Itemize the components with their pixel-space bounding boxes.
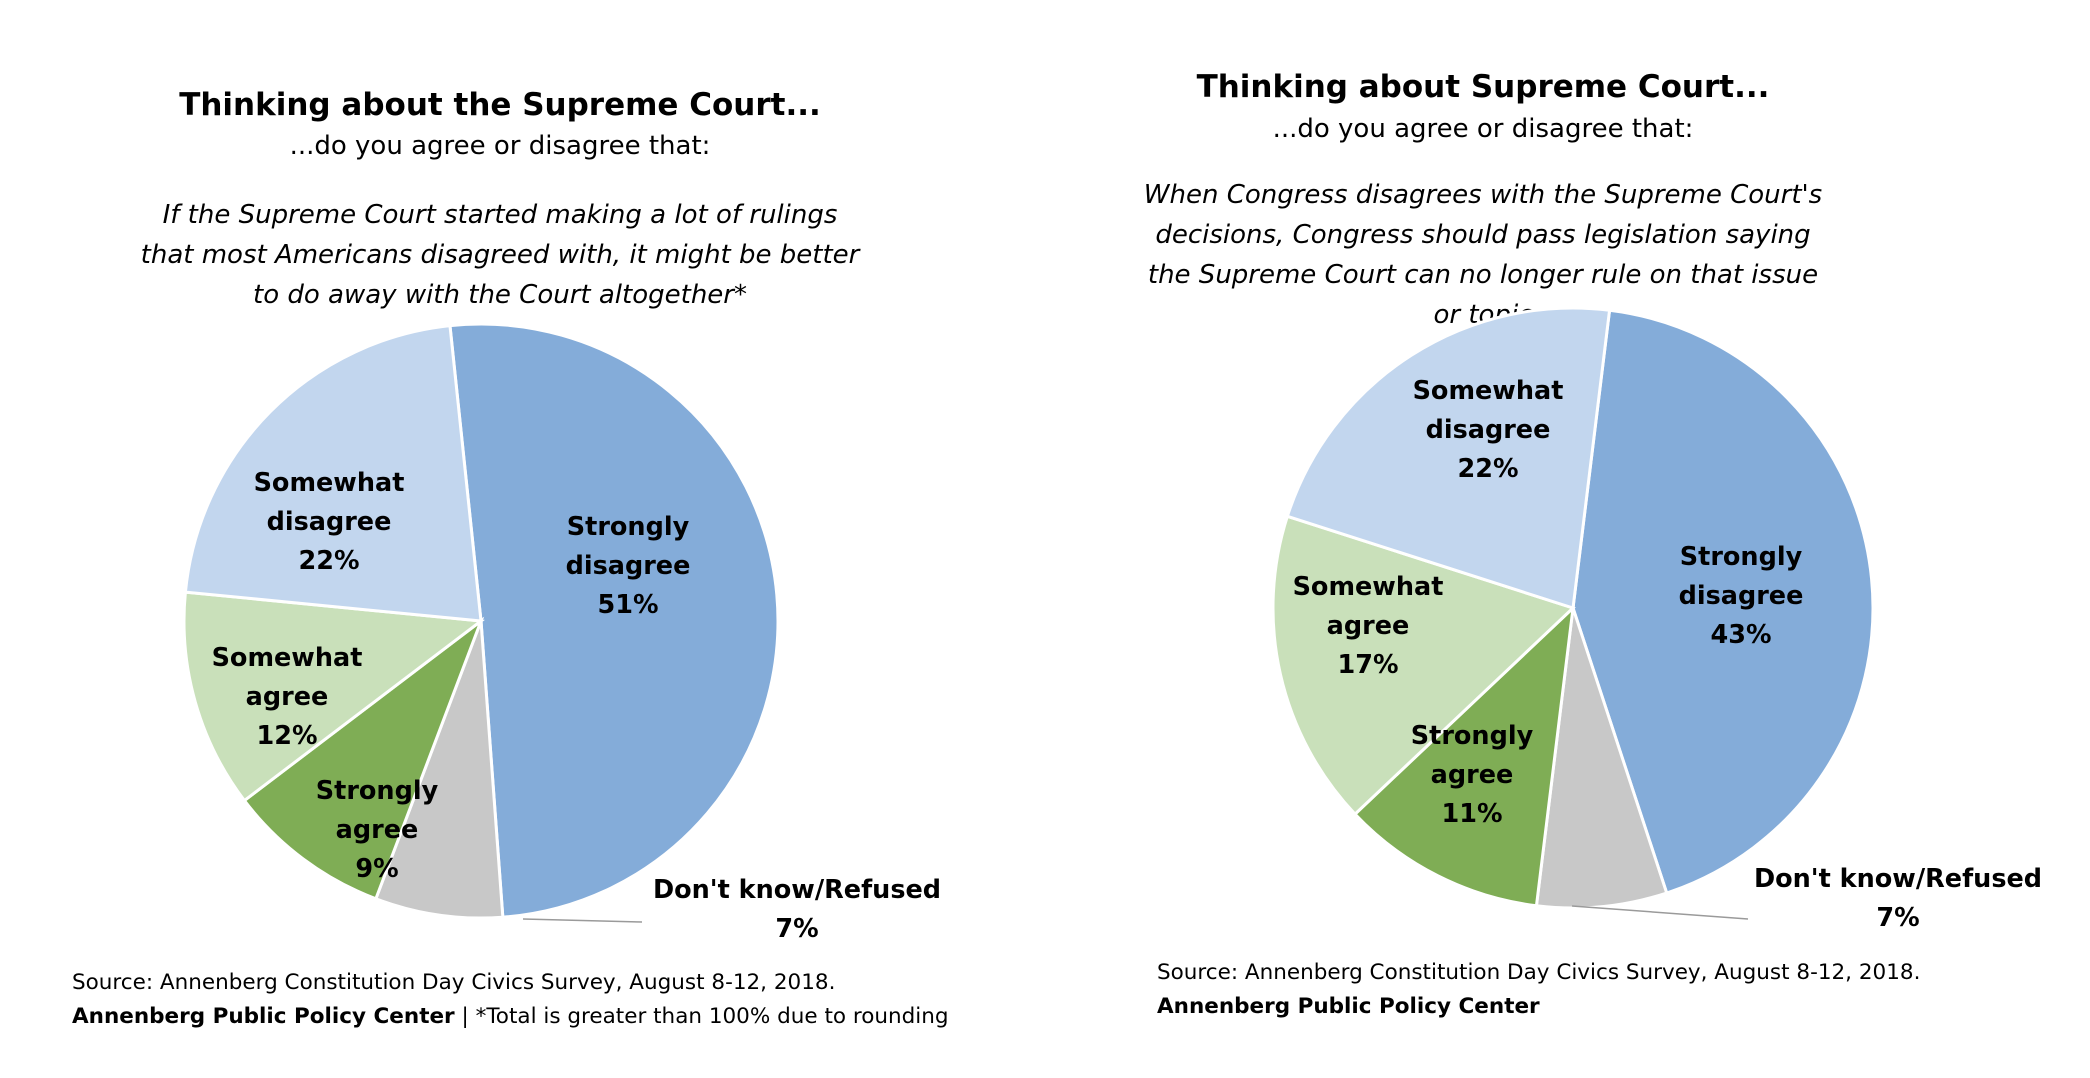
slice-label-somewhat-disagree: Somewhat disagree 22% xyxy=(254,468,405,576)
credit-line: Annenberg Public Policy Center | *Total … xyxy=(72,1000,949,1034)
leader-line-dont-know xyxy=(522,918,643,923)
slice-percent: 7% xyxy=(1876,903,1919,933)
slice-category-text: disagree xyxy=(566,551,691,581)
pie-slice-dont-know xyxy=(1534,607,1669,910)
pie-slice-somewhat-agree xyxy=(182,590,485,803)
slice-category-text: Strongly xyxy=(1680,542,1803,572)
chart-title: Thinking about Supreme Court... xyxy=(1196,69,1770,105)
slice-label-somewhat-agree: Somewhat agree 12% xyxy=(212,643,363,751)
slice-category-text: Don't know/Refused xyxy=(1754,864,2042,894)
slice-percent: 22% xyxy=(1457,454,1518,484)
slice-category-text: agree xyxy=(1327,611,1410,641)
slice-percent: 43% xyxy=(1710,620,1771,650)
slice-category-text: Somewhat xyxy=(254,468,405,498)
pie-slice-strongly-disagree xyxy=(448,322,780,919)
slice-percent: 17% xyxy=(1337,650,1398,680)
slice-percent: 51% xyxy=(597,590,658,620)
slice-category-text: agree xyxy=(246,682,329,712)
slice-label-dont-know: Don't know/Refused 7% xyxy=(653,875,941,944)
slice-category-text: disagree xyxy=(1679,581,1804,611)
source-note: Source: Annenberg Constitution Day Civic… xyxy=(72,970,836,995)
chart-subtitle: ...do you agree or disagree that: xyxy=(289,131,711,161)
slice-category-text: disagree xyxy=(1426,415,1551,445)
credit-line: Annenberg Public Policy Center xyxy=(1157,990,1540,1024)
source-note: Source: Annenberg Constitution Day Civic… xyxy=(1157,960,1921,985)
slice-category-text: Somewhat xyxy=(1293,572,1444,602)
separator: | xyxy=(454,1004,476,1029)
pie-slice-dont-know xyxy=(373,620,505,920)
pie-chart-left: Strongly disagree 51% Don't know/Refused 7% S… xyxy=(182,322,941,944)
slice-category-text: Strongly xyxy=(316,776,439,806)
org-name: Annenberg Public Policy Center xyxy=(1157,994,1540,1019)
slice-label-strongly-disagree: Strongly disagree 51% xyxy=(566,512,691,620)
org-name: Annenberg Public Policy Center xyxy=(72,1004,455,1029)
pie-slice-somewhat-disagree xyxy=(1285,306,1612,610)
chart-panel-right: Thinking about Supreme Court... ...do yo… xyxy=(1045,0,2090,1078)
pie-slice-somewhat-agree xyxy=(1271,514,1576,817)
slice-percent: 7% xyxy=(775,914,818,944)
slice-label-strongly-agree: Strongly agree 9% xyxy=(316,776,439,884)
slice-label-dont-know: Don't know/Refused 7% xyxy=(1754,864,2042,933)
slice-label-somewhat-disagree: Somewhat disagree 22% xyxy=(1413,376,1564,484)
slice-percent: 12% xyxy=(256,721,317,751)
pie-slice-somewhat-disagree xyxy=(183,323,483,623)
slice-category-text: Don't know/Refused xyxy=(653,875,941,905)
chart-subtitle: ...do you agree or disagree that: xyxy=(1272,114,1694,144)
slice-category-text: agree xyxy=(336,815,419,845)
survey-question: When Congress disagrees with the Supreme… xyxy=(1143,180,1823,330)
slice-category-text: Somewhat xyxy=(1413,376,1564,406)
slice-category-text: Strongly xyxy=(567,512,690,542)
slice-category-text: Strongly xyxy=(1411,721,1534,751)
chart-panel-left: Thinking about the Supreme Court... ...d… xyxy=(72,87,949,1034)
pie-chart-right: Strongly disagree 43% Don't know/Refused 7% S… xyxy=(1271,306,2042,933)
chart-title: Thinking about the Supreme Court... xyxy=(179,87,821,123)
pie-slice-strongly-agree xyxy=(242,616,485,901)
survey-question: If the Supreme Court started making a lo… xyxy=(140,200,860,310)
slice-category-text: Somewhat xyxy=(212,643,363,673)
slice-percent: 9% xyxy=(355,854,398,884)
pie-slice-strongly-disagree xyxy=(1571,308,1875,895)
slice-percent: 22% xyxy=(298,546,359,576)
pie-slice-strongly-agree xyxy=(1352,604,1575,908)
slice-label-strongly-disagree: Strongly disagree 43% xyxy=(1679,542,1804,650)
leader-line-dont-know xyxy=(1571,905,1749,920)
slice-category-text: disagree xyxy=(267,507,392,537)
slice-category-text: agree xyxy=(1431,760,1514,790)
slice-label-strongly-agree: Strongly agree 11% xyxy=(1411,721,1534,829)
slice-percent: 11% xyxy=(1441,799,1502,829)
footnote: *Total is greater than 100% due to round… xyxy=(475,1004,949,1029)
slice-label-somewhat-agree: Somewhat agree 17% xyxy=(1293,572,1444,680)
